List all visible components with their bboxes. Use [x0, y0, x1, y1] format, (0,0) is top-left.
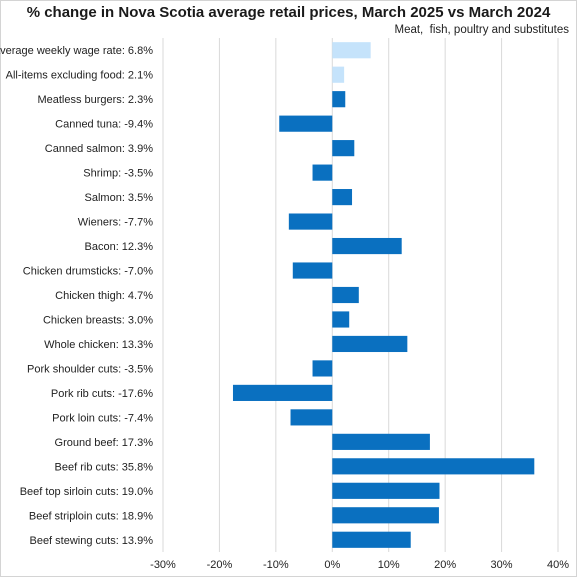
bar: [312, 164, 333, 181]
bar: [332, 286, 359, 304]
chart-title: % change in Nova Scotia average retail p…: [26, 4, 551, 21]
bar: [332, 531, 411, 548]
category-label: Bacon: 12.3%: [85, 241, 154, 253]
category-labels: Average weekly wage rate: 6.8% All-items …: [0, 45, 153, 547]
category-label: Beef striploin cuts: 18.9%: [29, 510, 153, 522]
category-label: Beef top sirloin cuts: 19.0%: [20, 486, 154, 498]
x-tick-label: 40%: [547, 559, 569, 571]
category-label: Chicken drumsticks: -7.0%: [23, 266, 153, 278]
bar: [292, 262, 333, 279]
category-label: Meatless burgers: 2.3%: [37, 94, 153, 106]
bar: [332, 237, 402, 255]
x-tick-label: 20%: [434, 559, 456, 571]
bar: [332, 189, 353, 206]
bar: [332, 335, 408, 353]
bar: [332, 482, 440, 499]
bar: [332, 458, 535, 475]
bar: [279, 115, 333, 132]
category-label: Whole chicken: 13.3%: [44, 339, 153, 351]
category-label: All-items excluding food: 2.1%: [6, 70, 154, 82]
bar: [332, 42, 371, 59]
category-label: Wieners: -7.7%: [78, 217, 153, 229]
bar: [332, 66, 345, 83]
category-label: Chicken thigh: 4.7%: [55, 290, 153, 302]
x-tick-label: 10%: [378, 559, 400, 571]
bar: [232, 384, 333, 401]
category-label: Beef stewing cuts: 13.9%: [29, 535, 153, 547]
category-label: Beef rib cuts: 35.8%: [55, 461, 154, 473]
category-label: Ground beef: 17.3%: [55, 437, 154, 449]
x-axis-tick-labels: -30% -20% -10% 0% 10% 20% 30% 40%: [150, 559, 569, 571]
category-label: Canned salmon: 3.9%: [45, 143, 153, 155]
category-label: Salmon: 3.5%: [85, 192, 154, 204]
bar: [288, 213, 333, 230]
bar: [332, 507, 439, 524]
category-label: Average weekly wage rate: 6.8%: [0, 45, 153, 57]
category-label: Chicken breasts: 3.0%: [43, 314, 153, 326]
bar: [312, 360, 333, 377]
category-label: Pork loin cuts: -7.4%: [52, 412, 153, 424]
category-label: Canned tuna: -9.4%: [55, 119, 153, 131]
x-tick-label: -20%: [207, 559, 233, 571]
x-tick-label: -10%: [263, 559, 289, 571]
chart-subtitle: Meat, fish, poultry and substitutes: [394, 24, 569, 36]
x-tick-label: 0%: [324, 559, 340, 571]
x-tick-label: -30%: [150, 559, 176, 571]
bar: [332, 140, 355, 157]
x-tick-label: 30%: [491, 559, 513, 571]
bar: [290, 409, 333, 426]
category-label: Pork shoulder cuts: -3.5%: [27, 363, 153, 375]
bars: [232, 42, 535, 548]
category-label: Pork rib cuts: -17.6%: [51, 388, 153, 400]
gridlines: [162, 38, 559, 552]
category-label: Shrimp: -3.5%: [83, 168, 153, 180]
bar: [332, 91, 346, 108]
bar: [332, 311, 350, 328]
bar: [332, 433, 430, 450]
